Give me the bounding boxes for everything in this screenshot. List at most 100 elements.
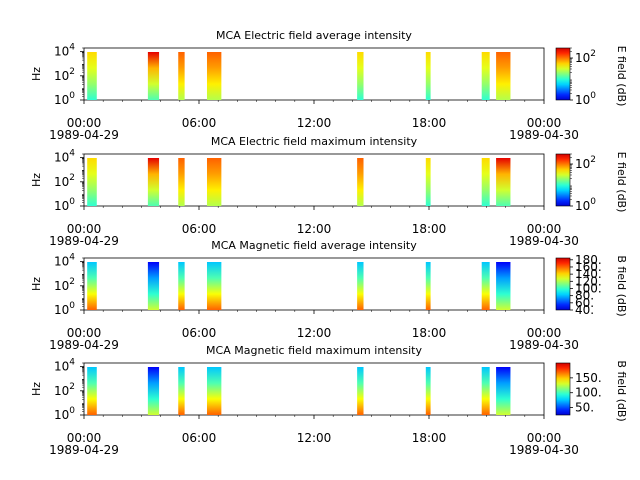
colorbar-label: B field (dB) (615, 255, 628, 316)
colorbar-tick-label: 102 (575, 155, 596, 171)
colorbar-label: E field (dB) (615, 152, 628, 213)
colorbar-tick-label: 100. (575, 281, 602, 295)
data-pass (87, 158, 97, 206)
data-pass (206, 262, 222, 310)
data-pass (147, 262, 160, 310)
data-pass (481, 367, 490, 415)
colorbar-tick-text: 100. (575, 386, 602, 400)
colorbar-tick-text: 100. (575, 281, 602, 295)
x-tick-label: 00:00 (527, 222, 562, 236)
y-tick-base: 10 (54, 279, 69, 293)
data-pass (357, 367, 364, 415)
x-tick-label: 06:00 (182, 222, 217, 236)
y-tick-label: 102 (54, 382, 75, 398)
x-tick-label: 18:00 (412, 116, 447, 130)
colorbar-tick-label: 80. (575, 289, 594, 303)
y-tick-exponent: 0 (69, 91, 75, 101)
y-tick-exponent: 2 (69, 382, 75, 392)
y-tick-label: 100 (54, 301, 75, 317)
colorbar-tick-label: 150. (575, 371, 602, 385)
data-pass (147, 158, 160, 206)
colorbar-tick-label: 102 (575, 49, 596, 65)
colorbar-tick-text: 120. (575, 274, 602, 288)
data-pass (425, 158, 431, 206)
y-tick-exponent: 2 (69, 67, 75, 77)
date-end: 1989-04-30 (509, 443, 579, 457)
y-tick-base: 10 (54, 199, 69, 213)
y-axis-label: Hz (30, 382, 43, 396)
x-tick-label: 18:00 (412, 431, 447, 445)
data-pass (425, 367, 431, 415)
y-tick-exponent: 4 (69, 43, 75, 53)
y-tick-base: 10 (54, 151, 69, 165)
y-tick-base: 10 (54, 255, 69, 269)
x-tick-label: 18:00 (412, 326, 447, 340)
data-pass (206, 158, 222, 206)
colorbar-tick-text: 50. (575, 401, 594, 415)
x-tick-label: 06:00 (182, 431, 217, 445)
x-tick-label: 06:00 (182, 116, 217, 130)
y-tick-exponent: 2 (69, 277, 75, 287)
x-tick-label: 12:00 (297, 326, 332, 340)
data-pass (87, 52, 97, 100)
colorbar-tick-text: 40. (575, 303, 594, 317)
y-tick-exponent: 0 (69, 406, 75, 416)
data-pass (425, 52, 431, 100)
date-start: 1989-04-29 (49, 128, 119, 142)
colorbar-tick-label: 50. (575, 401, 594, 415)
y-tick-label: 104 (54, 253, 75, 269)
y-tick-label: 100 (54, 91, 75, 107)
y-tick-label: 102 (54, 67, 75, 83)
x-tick-label: 00:00 (67, 116, 102, 130)
data-pass (178, 367, 185, 415)
date-end: 1989-04-30 (509, 128, 579, 142)
colorbar-tick-label: 120. (575, 274, 602, 288)
y-tick-exponent: 4 (69, 358, 75, 368)
colorbar-tick-exponent: 0 (590, 197, 596, 207)
x-tick-label: 00:00 (67, 431, 102, 445)
colorbar-tick-base: 10 (575, 93, 590, 107)
y-tick-exponent: 0 (69, 197, 75, 207)
y-tick-base: 10 (54, 384, 69, 398)
y-tick-exponent: 4 (69, 149, 75, 159)
y-tick-base: 10 (54, 360, 69, 374)
y-tick-base: 10 (54, 175, 69, 189)
colorbar-label: B field (dB) (615, 360, 628, 421)
colorbar-tick-label: 60. (575, 296, 594, 310)
date-start: 1989-04-29 (49, 443, 119, 457)
data-pass (87, 262, 97, 310)
data-pass (357, 262, 364, 310)
data-pass (178, 52, 185, 100)
colorbar (555, 153, 571, 207)
colorbar-tick-text: 80. (575, 289, 594, 303)
y-tick-exponent: 0 (69, 301, 75, 311)
y-tick-exponent: 4 (69, 253, 75, 263)
data-pass (357, 158, 364, 206)
x-tick-label: 18:00 (412, 222, 447, 236)
y-tick-base: 10 (54, 408, 69, 422)
data-pass (178, 158, 185, 206)
data-pass (147, 52, 160, 100)
y-tick-label: 100 (54, 406, 75, 422)
colorbar-tick-base: 10 (575, 199, 590, 213)
data-pass (481, 158, 490, 206)
data-pass (147, 367, 160, 415)
colorbar (555, 257, 571, 311)
colorbar (555, 47, 571, 101)
colorbar-tick-exponent: 2 (590, 49, 596, 59)
colorbar (555, 362, 571, 416)
plot-frame (83, 47, 545, 101)
colorbar-tick-text: 60. (575, 296, 594, 310)
colorbar-tick-label: 100 (575, 197, 596, 213)
x-tick-label: 00:00 (67, 326, 102, 340)
y-axis-label: Hz (30, 277, 43, 291)
panel-title: MCA Electric field maximum intensity (211, 135, 418, 148)
x-tick-label: 12:00 (297, 116, 332, 130)
panel-title: MCA Magnetic field average intensity (211, 239, 417, 252)
x-tick-label: 12:00 (297, 222, 332, 236)
x-tick-label: 00:00 (67, 222, 102, 236)
x-tick-label: 00:00 (527, 431, 562, 445)
date-start: 1989-04-29 (49, 234, 119, 248)
y-tick-label: 100 (54, 197, 75, 213)
y-tick-label: 102 (54, 173, 75, 189)
